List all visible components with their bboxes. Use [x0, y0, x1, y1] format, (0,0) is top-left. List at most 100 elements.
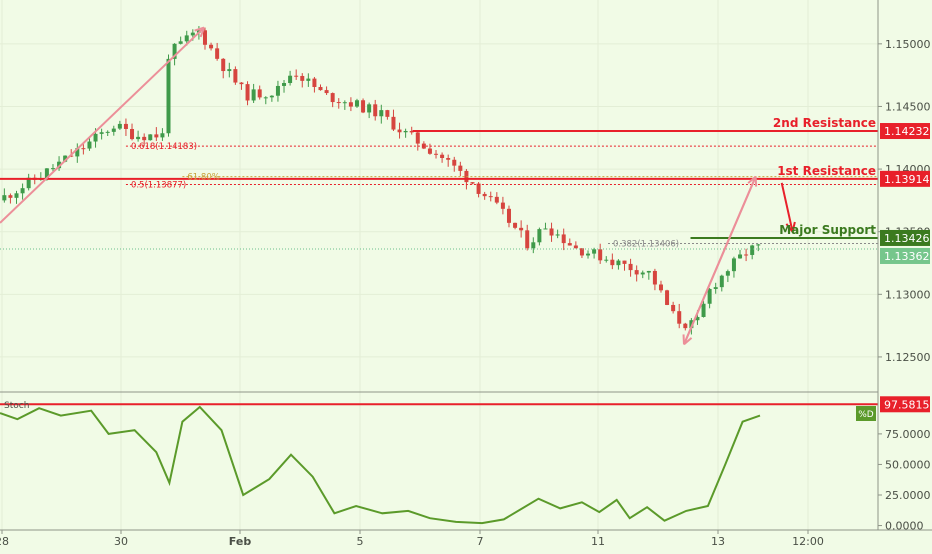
stoch-d-tag: %D: [858, 410, 874, 420]
candle-body: [100, 132, 104, 134]
stoch-tick-label: 25.0000: [885, 489, 931, 502]
major-support-price-tag: 1.13426: [884, 232, 930, 245]
candle-body: [677, 311, 681, 324]
second-resistance-price-tag: 1.14232: [884, 125, 930, 138]
time-tick-label: 11: [591, 535, 605, 548]
candle-body: [258, 89, 262, 97]
candle-body: [282, 83, 286, 86]
time-tick-label: 12:00: [792, 535, 824, 548]
candle-body: [355, 100, 359, 106]
price-tick-label: 1.14500: [885, 100, 931, 113]
stoch-level-tag: 97.5815: [884, 398, 930, 411]
fib-label: 0.382(1.13406): [613, 239, 679, 249]
candle-body: [398, 130, 402, 133]
second-resistance-title: 2nd Resistance: [773, 116, 876, 130]
candle-body: [404, 131, 408, 132]
candle-body: [598, 249, 602, 260]
candle-body: [726, 271, 730, 276]
candle-body: [81, 148, 85, 149]
candle-body: [391, 117, 395, 130]
candle-body: [94, 134, 98, 142]
candle-body: [288, 76, 292, 83]
candle-body: [15, 193, 19, 198]
current-price-tag: 1.13362: [884, 250, 930, 263]
candle-body: [683, 324, 687, 328]
candle-body: [483, 194, 487, 196]
candle-body: [507, 209, 511, 223]
candle-body: [215, 48, 219, 58]
candle-body: [562, 234, 566, 243]
candle-body: [221, 59, 225, 71]
candle-body: [574, 246, 578, 249]
candle-body: [531, 242, 535, 248]
first-resistance-price-tag: 1.13914: [884, 173, 930, 186]
price-tick-label: 1.13000: [885, 288, 931, 301]
candle-body: [367, 104, 371, 112]
candle-body: [239, 83, 243, 85]
candle-body: [233, 69, 237, 82]
candle-body: [209, 45, 213, 49]
time-tick-label: 28: [0, 535, 9, 548]
candle-body: [306, 79, 310, 81]
candle-body: [87, 142, 91, 149]
candle-body: [732, 258, 736, 271]
candle-body: [179, 41, 183, 44]
candle-body: [312, 79, 316, 87]
candle-body: [458, 166, 462, 171]
candle-body: [635, 270, 639, 274]
candle-body: [385, 110, 389, 117]
candle-body: [112, 129, 116, 132]
candle-body: [592, 249, 596, 253]
candle-body: [300, 76, 304, 81]
candle-body: [416, 132, 420, 143]
candle-body: [118, 124, 122, 129]
candle-body: [702, 304, 706, 317]
candle-body: [446, 158, 450, 160]
candle-body: [471, 182, 475, 183]
candle-body: [294, 76, 298, 77]
stoch-tick-label: 0.0000: [885, 520, 924, 533]
candle-body: [616, 261, 620, 266]
time-tick-label: 13: [711, 535, 725, 548]
candle-body: [629, 264, 633, 270]
candle-body: [319, 87, 323, 90]
candle-body: [738, 254, 742, 258]
candle-body: [671, 305, 675, 311]
candle-body: [641, 273, 645, 275]
time-tick-label: Feb: [229, 535, 252, 548]
price-tick-label: 1.15000: [885, 38, 931, 51]
stoch-tick-label: 75.0000: [885, 428, 931, 441]
candle-body: [276, 86, 280, 96]
candle-body: [343, 102, 347, 103]
candle-body: [452, 160, 456, 166]
candle-body: [501, 203, 505, 209]
candle-body: [227, 69, 231, 71]
candle-body: [154, 134, 158, 137]
fib-label: 0.5(1.13877): [131, 180, 186, 190]
candle-body: [647, 271, 651, 273]
candle-body: [477, 184, 481, 194]
candle-body: [130, 129, 134, 139]
candle-body: [537, 229, 541, 242]
candle-body: [756, 244, 760, 245]
candle-body: [21, 188, 25, 193]
candle-body: [203, 30, 207, 45]
candle-body: [379, 110, 383, 116]
candle-body: [51, 168, 55, 169]
candle-body: [148, 134, 152, 140]
candle-body: [246, 84, 250, 100]
candle-body: [270, 96, 274, 98]
candle-body: [653, 271, 657, 285]
stoch-tick-label: 50.0000: [885, 458, 931, 471]
candle-body: [124, 124, 128, 129]
candle-body: [428, 149, 432, 154]
candle-body: [136, 137, 140, 139]
candle-body: [623, 261, 627, 264]
candle-body: [489, 196, 493, 197]
candle-body: [525, 230, 529, 248]
candle-body: [160, 133, 164, 137]
candle-body: [550, 228, 554, 235]
candle-body: [361, 100, 365, 112]
